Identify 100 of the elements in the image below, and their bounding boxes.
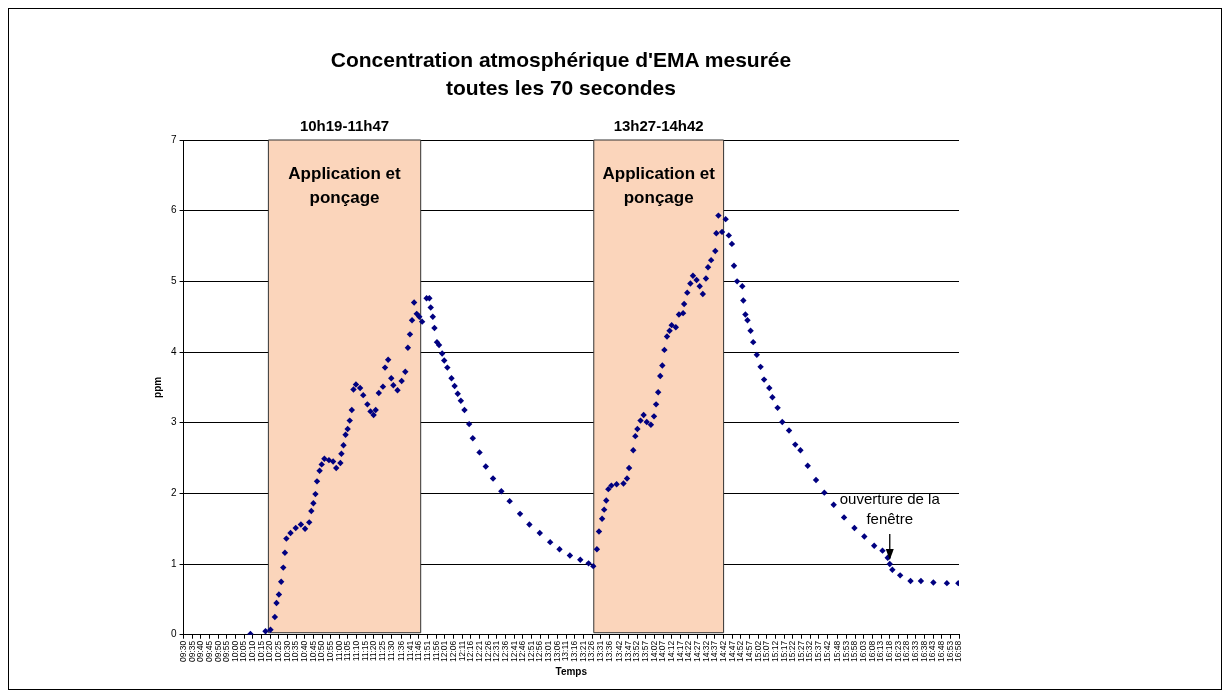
x-tick-label: 15:53 xyxy=(840,640,851,663)
x-tick-label: 11:36 xyxy=(396,640,406,662)
x-axis-title: Temps xyxy=(555,665,588,677)
x-tick-label: 16:08 xyxy=(866,640,877,663)
y-tick-label: 0 xyxy=(171,628,177,640)
x-tick-label: 11:25 xyxy=(376,640,387,662)
x-tick-label: 12:21 xyxy=(473,640,484,663)
x-tick-label: 10:55 xyxy=(325,640,336,663)
x-tick-label: 09:45 xyxy=(203,640,214,663)
x-tick-label: 14:37 xyxy=(709,640,720,663)
annotation: 10h19-11h47 xyxy=(299,116,390,134)
x-tick-label: 10:50 xyxy=(316,640,327,663)
x-tick-label: 09:50 xyxy=(212,640,223,663)
x-tick-label: 09:35 xyxy=(186,640,197,663)
x-tick-label: 13:01 xyxy=(543,640,554,663)
x-tick-label: 10:30 xyxy=(281,640,292,663)
x-tick-label: 12:11 xyxy=(456,640,467,662)
x-tick-label: 16:58 xyxy=(953,640,964,663)
x-tick-label: 10:20 xyxy=(264,640,275,663)
x-tick-label: 15:22 xyxy=(787,640,798,663)
x-tick-label: 14:22 xyxy=(683,640,694,663)
x-tick-label: 11:51 xyxy=(421,640,432,662)
x-tick-label: 14:17 xyxy=(674,640,685,663)
y-tick-label: 1 xyxy=(171,557,177,569)
x-tick-label: 13:52 xyxy=(631,640,642,663)
x-tick-label: 14:42 xyxy=(717,640,728,663)
x-tick-label: 15:32 xyxy=(804,640,815,663)
x-tick-label: 15:48 xyxy=(832,640,843,663)
x-tick-label: 14:07 xyxy=(657,640,668,663)
x-tick-label: 10:10 xyxy=(247,640,258,663)
y-tick-label: 2 xyxy=(171,487,177,499)
x-tick-label: 16:53 xyxy=(944,640,955,663)
x-tick-label: 15:27 xyxy=(795,640,806,663)
x-tick-label: 13:06 xyxy=(551,640,562,663)
x-tick-label: 09:40 xyxy=(195,640,206,663)
x-tick-label: 11:15 xyxy=(359,640,370,662)
x-tick-label: 12:41 xyxy=(508,640,519,663)
x-tick-label: 10:45 xyxy=(307,640,318,663)
x-tick-label: 16:23 xyxy=(892,640,903,663)
x-tick-label: 14:27 xyxy=(691,640,702,663)
x-tick-label: 13:57 xyxy=(640,640,651,663)
x-tick-label: 11:10 xyxy=(351,640,361,662)
x-tick-label: 15:17 xyxy=(778,640,789,663)
x-tick-label: 13:16 xyxy=(569,640,580,663)
x-tick-label: 14:12 xyxy=(666,640,677,663)
x-tick-label: 10:35 xyxy=(290,640,301,663)
x-tick-label: 16:28 xyxy=(901,640,912,663)
x-tick-label: 15:42 xyxy=(821,640,832,663)
x-tick-label: 16:18 xyxy=(884,640,895,663)
band-label: Application et ponçage xyxy=(288,164,402,208)
x-tick-label: 16:48 xyxy=(936,640,947,663)
x-tick-label: 12:46 xyxy=(517,640,528,663)
x-tick-label: 13:47 xyxy=(622,640,633,663)
x-tick-label: 16:03 xyxy=(858,640,869,663)
x-tick-label: 16:38 xyxy=(918,640,929,663)
x-tick-label: 14:02 xyxy=(648,640,659,663)
y-tick-label: 7 xyxy=(171,133,177,145)
x-tick-label: 09:55 xyxy=(221,640,232,663)
x-tick-label: 10:25 xyxy=(273,640,284,663)
y-axis-title: ppm xyxy=(151,376,163,398)
x-tick-label: 11:56 xyxy=(430,640,441,662)
x-tick-label: 15:07 xyxy=(761,640,772,663)
x-tick-label: 11:05 xyxy=(342,640,353,662)
y-tick-label: 5 xyxy=(171,275,177,287)
x-tick-label: 12:26 xyxy=(482,640,493,663)
y-tick-label: 3 xyxy=(171,416,177,428)
x-tick-label: 15:58 xyxy=(849,640,860,663)
x-tick-label: 16:13 xyxy=(875,640,886,663)
x-tick-label: 14:52 xyxy=(735,640,746,663)
x-tick-label: 10:15 xyxy=(255,640,266,663)
band-label: Application et ponçage xyxy=(602,164,716,208)
x-tick-label: 12:56 xyxy=(534,640,545,663)
chart-title: Concentration atmosphérique d'EMA mesurée toutes les 70 secondes xyxy=(329,47,793,101)
x-tick-label: 11:30 xyxy=(385,640,396,662)
annotation: ouverture de la fenêtre xyxy=(839,489,941,527)
y-tick-label: 4 xyxy=(171,345,177,357)
x-tick-label: 10:00 xyxy=(229,640,240,663)
annotation: 13h27-14h42 xyxy=(613,116,704,134)
x-tick-label: 12:36 xyxy=(499,640,510,663)
x-tick-label: 15:02 xyxy=(752,640,763,663)
x-tick-label: 14:32 xyxy=(700,640,711,663)
x-tick-label: 15:37 xyxy=(813,640,824,663)
x-tick-label: 13:26 xyxy=(586,640,597,663)
x-tick-label: 11:41 xyxy=(404,640,415,662)
x-tick-label: 09:30 xyxy=(177,640,188,663)
x-tick-label: 10:40 xyxy=(299,640,310,663)
x-tick-label: 10:05 xyxy=(238,640,249,663)
x-tick-label: 12:01 xyxy=(439,640,450,663)
x-tick-label: 11:46 xyxy=(413,640,424,662)
x-tick-label: 13:11 xyxy=(560,640,571,662)
x-tick-label: 12:51 xyxy=(525,640,536,663)
x-tick-label: 11:00 xyxy=(333,640,344,662)
x-tick-label: 12:16 xyxy=(465,640,476,663)
x-tick-label: 11:20 xyxy=(368,640,379,662)
x-tick-label: 14:57 xyxy=(743,640,754,663)
x-tick-label: 12:06 xyxy=(447,640,458,663)
x-tick-label: 14:47 xyxy=(726,640,737,663)
x-tick-label: 13:42 xyxy=(614,640,625,663)
y-tick-label: 6 xyxy=(171,204,177,216)
x-tick-label: 16:33 xyxy=(910,640,921,663)
